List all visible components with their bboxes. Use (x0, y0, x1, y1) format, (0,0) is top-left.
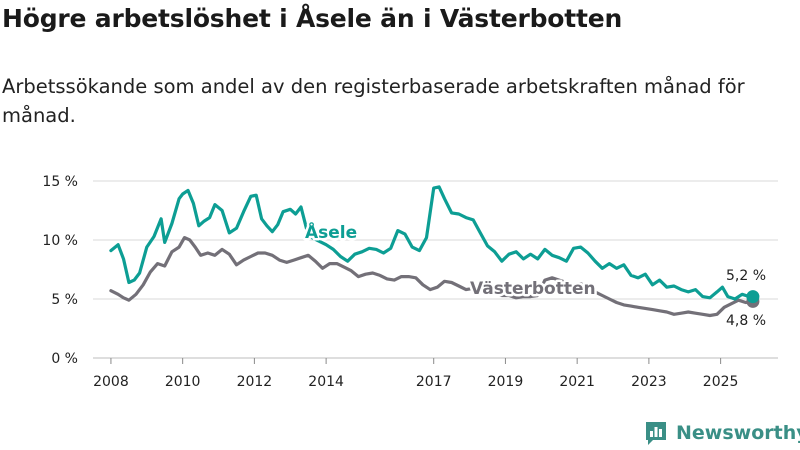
x-tick-label: 2014 (308, 374, 344, 390)
series-labels: Åsele Västerbotten 5,2 % 4,8 % (303, 218, 767, 330)
y-tick-label: 15 % (42, 174, 78, 190)
vasterbotten-series-label: Västerbotten (470, 279, 596, 299)
x-tick-label: 2008 (93, 374, 129, 390)
x-tick-label: 2023 (631, 374, 667, 390)
y-tick-label: 5 % (51, 292, 78, 308)
vasterbotten-end-value: 4,8 % (726, 313, 766, 329)
asele-end-point (746, 290, 760, 304)
y-axis-ticks: 0 % 5 % 10 % 15 % (42, 174, 78, 367)
y-tick-label: 10 % (42, 233, 78, 249)
x-tick-label: 2010 (165, 374, 201, 390)
vasterbotten-line (109, 236, 755, 318)
y-tick-label: 0 % (51, 351, 78, 367)
x-axis-ticks: 2008 2010 2012 2014 2017 2019 2021 2023 2025 (93, 358, 738, 390)
asele-series-label: Åsele (305, 220, 357, 243)
brand-name: Newsworthy (676, 422, 800, 444)
chart-title: Högre arbetslöshet i Åsele än i Västerbo… (2, 4, 623, 33)
series-lines (109, 185, 760, 318)
gridlines (93, 180, 778, 359)
x-tick-label: 2025 (703, 374, 739, 390)
x-tick-label: 2017 (416, 374, 452, 390)
asele-end-value: 5,2 % (726, 268, 766, 284)
chart-subtitle: Arbetssökande som andel av den registerb… (2, 75, 745, 127)
x-tick-label: 2021 (559, 374, 595, 390)
x-tick-label: 2012 (237, 374, 273, 390)
asele-line (109, 185, 755, 301)
x-tick-label: 2019 (488, 374, 524, 390)
newsworthy-logo: Newsworthy (644, 418, 800, 448)
newsworthy-icon (646, 422, 666, 445)
